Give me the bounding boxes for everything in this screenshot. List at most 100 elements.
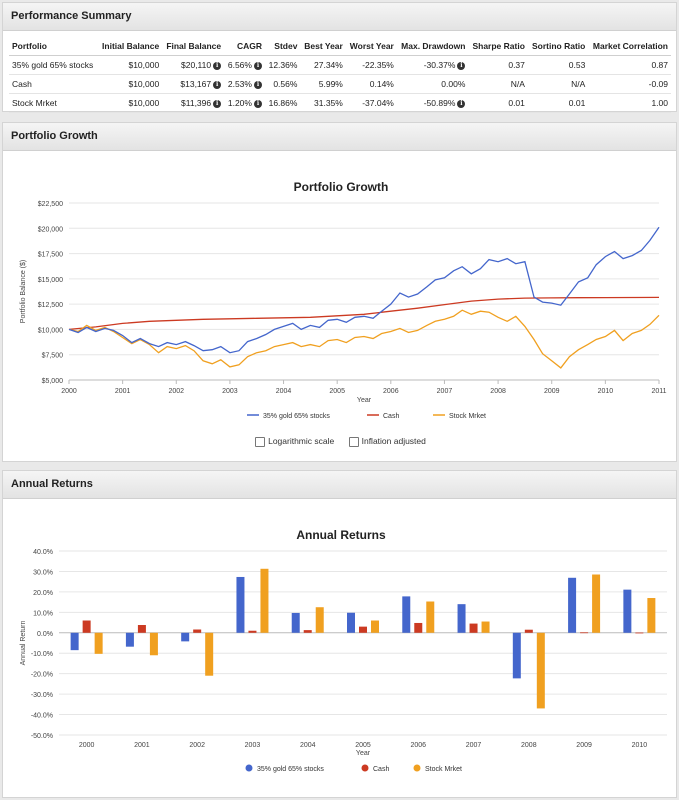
info-icon[interactable]: i [213, 99, 222, 108]
cell-value: -30.37% [423, 60, 456, 70]
y-tick-label: $15,000 [38, 277, 63, 284]
table-body: 35% gold 65% stocks $10,000 $20,110 i 6.56% i… [9, 55, 671, 113]
cell-initial: $10,000 [97, 74, 163, 94]
performance-summary-panel: Performance Summary Portfolio Initial Bal… [2, 2, 677, 113]
table-row: Cash $10,000 $13,167 i 2.53% i 0.56% 5.99% 0.14%… [9, 74, 671, 94]
x-tick-label: 2005 [329, 388, 345, 395]
legend-label: Stock Mrket [425, 766, 462, 773]
cell-final: $11,396 i [162, 93, 225, 113]
cell-value: 35% gold 65% stocks [12, 60, 94, 70]
x-tick-label: 2004 [276, 388, 292, 395]
x-tick-label: 2005 [355, 742, 371, 749]
log-scale-option[interactable]: Logarithmic scale [255, 436, 334, 447]
y-tick-label: $22,500 [38, 201, 63, 208]
info-icon[interactable]: i [213, 61, 222, 70]
cell-value: -22.35% [362, 60, 394, 70]
legend-label: 35% gold 65% stocks [257, 766, 324, 773]
bar-0 [181, 632, 190, 642]
bar-0 [623, 589, 632, 633]
y-tick-label: -40.0% [31, 713, 53, 720]
cell-value: 31.35% [314, 98, 343, 108]
cell-initial: $10,000 [97, 93, 163, 113]
y-tick-label: $12,500 [38, 302, 63, 309]
bar-1 [193, 629, 202, 633]
cell-sortino: 0.53 [527, 55, 589, 75]
cell-portfolio: 35% gold 65% stocks [9, 55, 98, 75]
cell-value: 0.87 [651, 60, 668, 70]
y-tick-label: -50.0% [31, 733, 53, 740]
column-header: Sharpe Ratio [468, 37, 528, 56]
table-row: Stock Mrket $10,000 $11,396 i 1.20% i 16.86% 31… [9, 93, 671, 113]
x-tick-label: 2008 [490, 388, 506, 395]
x-tick-label: 2010 [598, 388, 614, 395]
series-line-1 [68, 296, 660, 331]
chart-options: Logarithmic scale Inflation adjusted [3, 436, 678, 447]
cell-value: $10,000 [128, 98, 160, 108]
info-icon[interactable]: i [253, 99, 262, 108]
bar-2 [149, 632, 158, 656]
x-tick-label: 2001 [115, 388, 131, 395]
column-header: Portfolio [9, 37, 98, 56]
cell-value: -50.89% [423, 98, 456, 108]
y-tick-label: 10.0% [33, 610, 53, 617]
bar-2 [260, 568, 269, 633]
x-tick-label: 2000 [61, 388, 77, 395]
y-tick-label: $10,000 [38, 327, 63, 334]
cell-value: Cash [12, 79, 32, 89]
log-scale-label: Logarithmic scale [268, 436, 335, 446]
cell-value: 16.86% [268, 98, 298, 108]
bar-2 [315, 607, 324, 633]
y-tick-label: -20.0% [31, 672, 53, 679]
portfolio-growth-header: Portfolio Growth [3, 123, 676, 151]
cell-stdev: 0.56% [264, 74, 301, 94]
cell-initial: $10,000 [97, 55, 163, 75]
bar-1 [359, 626, 367, 633]
cell-value: $13,167 [180, 79, 212, 89]
info-icon[interactable]: i [457, 99, 466, 108]
cell-sharpe: 0.01 [468, 93, 528, 113]
cell-cagr: 2.53% i [224, 74, 265, 94]
info-icon[interactable]: i [253, 61, 262, 70]
bar-0 [457, 604, 466, 633]
cell-drawdown: 0.00% [396, 74, 469, 94]
bar-2 [647, 598, 656, 633]
x-axis-label: Year [357, 397, 372, 404]
x-tick-label: 2008 [521, 742, 537, 749]
cell-value: 5.99% [318, 79, 343, 89]
log-scale-checkbox[interactable] [255, 436, 266, 447]
y-axis-label: Portfolio Balance ($) [20, 260, 27, 323]
bar-1 [469, 623, 478, 633]
inflation-checkbox[interactable] [348, 436, 359, 447]
inflation-label: Inflation adjusted [361, 436, 426, 446]
y-tick-label: -10.0% [31, 651, 53, 658]
cell-value: 2.53% [227, 79, 252, 89]
x-tick-label: 2010 [632, 742, 648, 749]
column-header: Worst Year [345, 37, 397, 56]
cell-value: $10,000 [128, 60, 160, 70]
bar-1 [248, 630, 257, 633]
info-icon[interactable]: i [253, 80, 262, 89]
y-tick-label: 0.0% [37, 631, 53, 638]
cell-value: N/A [510, 79, 525, 89]
y-tick-label: $17,500 [38, 252, 63, 259]
cell-value: N/A [571, 79, 586, 89]
cell-stdev: 12.36% [264, 55, 301, 75]
info-icon[interactable]: i [213, 80, 222, 89]
column-header: CAGR [224, 37, 265, 56]
performance-summary-header: Performance Summary [3, 3, 676, 31]
x-tick-label: 2011 [651, 388, 666, 395]
cell-drawdown: -50.89% i [396, 93, 469, 113]
bar-0 [512, 632, 521, 679]
cell-correlation: 0.87 [588, 55, 671, 75]
x-tick-label: 2006 [410, 742, 426, 749]
bar-0 [70, 632, 79, 651]
column-header: Max. Drawdown [396, 37, 469, 56]
cell-value: 0.01 [568, 98, 586, 108]
inflation-option[interactable]: Inflation adjusted [348, 436, 426, 447]
y-tick-label: $5,000 [42, 378, 64, 385]
cell-final: $20,110 i [162, 55, 225, 75]
x-tick-label: 2004 [300, 742, 316, 749]
info-icon[interactable]: i [457, 61, 466, 70]
column-header: Sortino Ratio [527, 37, 589, 56]
cell-final: $13,167 i [162, 74, 225, 94]
